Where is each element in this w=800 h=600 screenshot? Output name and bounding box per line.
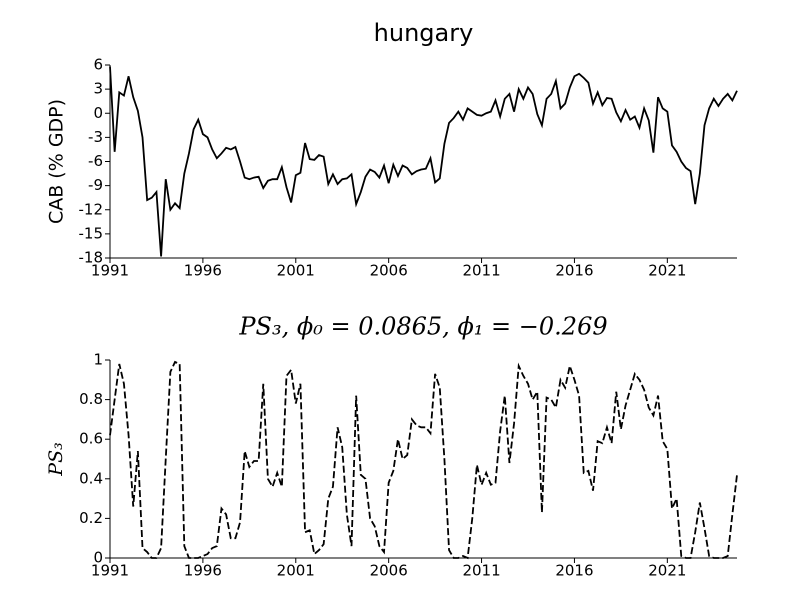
y-tick-label: 0 — [93, 549, 103, 567]
x-tick-label: 2021 — [648, 562, 686, 580]
y-tick-label: -18 — [79, 249, 104, 267]
x-tick-label: 2006 — [370, 262, 408, 280]
x-tick-label: 1991 — [91, 262, 129, 280]
y-tick-label: 0 — [93, 104, 103, 122]
x-tick-label: 2011 — [462, 562, 500, 580]
x-tick-label: 2001 — [277, 562, 315, 580]
y-tick-label: 0.6 — [79, 430, 103, 448]
y-tick-label: 1 — [93, 351, 103, 369]
x-tick-label: 2016 — [555, 562, 593, 580]
y-tick-label: 3 — [93, 80, 103, 98]
y-tick-label: -15 — [79, 224, 104, 242]
x-tick-label: 1991 — [91, 562, 129, 580]
x-tick-label: 2011 — [462, 262, 500, 280]
x-tick-label: 1996 — [184, 262, 222, 280]
x-tick-label: 2016 — [555, 262, 593, 280]
y-tick-label: 0.4 — [79, 469, 103, 487]
y-axis-label: PS₃ — [45, 442, 67, 476]
y-axis-label: CAB (% GDP) — [46, 99, 68, 224]
y-tick-label: 6 — [93, 56, 103, 74]
x-tick-label: 1996 — [184, 562, 222, 580]
x-tick-label: 2006 — [370, 562, 408, 580]
y-tick-label: 0.2 — [79, 509, 103, 527]
x-tick-label: 2021 — [648, 262, 686, 280]
y-tick-label: -12 — [79, 200, 104, 218]
y-tick-label: -9 — [88, 176, 103, 194]
y-tick-label: 0.8 — [79, 390, 103, 408]
x-tick-label: 2001 — [277, 262, 315, 280]
chart-title: PS₃, ϕ₀ = 0.0865, ϕ₁ = −0.269 — [238, 313, 607, 341]
y-tick-label: -6 — [88, 152, 103, 170]
chart-title: hungary — [374, 19, 474, 47]
data-line — [109, 360, 738, 560]
y-tick-label: -3 — [88, 128, 103, 146]
data-line — [109, 66, 738, 257]
